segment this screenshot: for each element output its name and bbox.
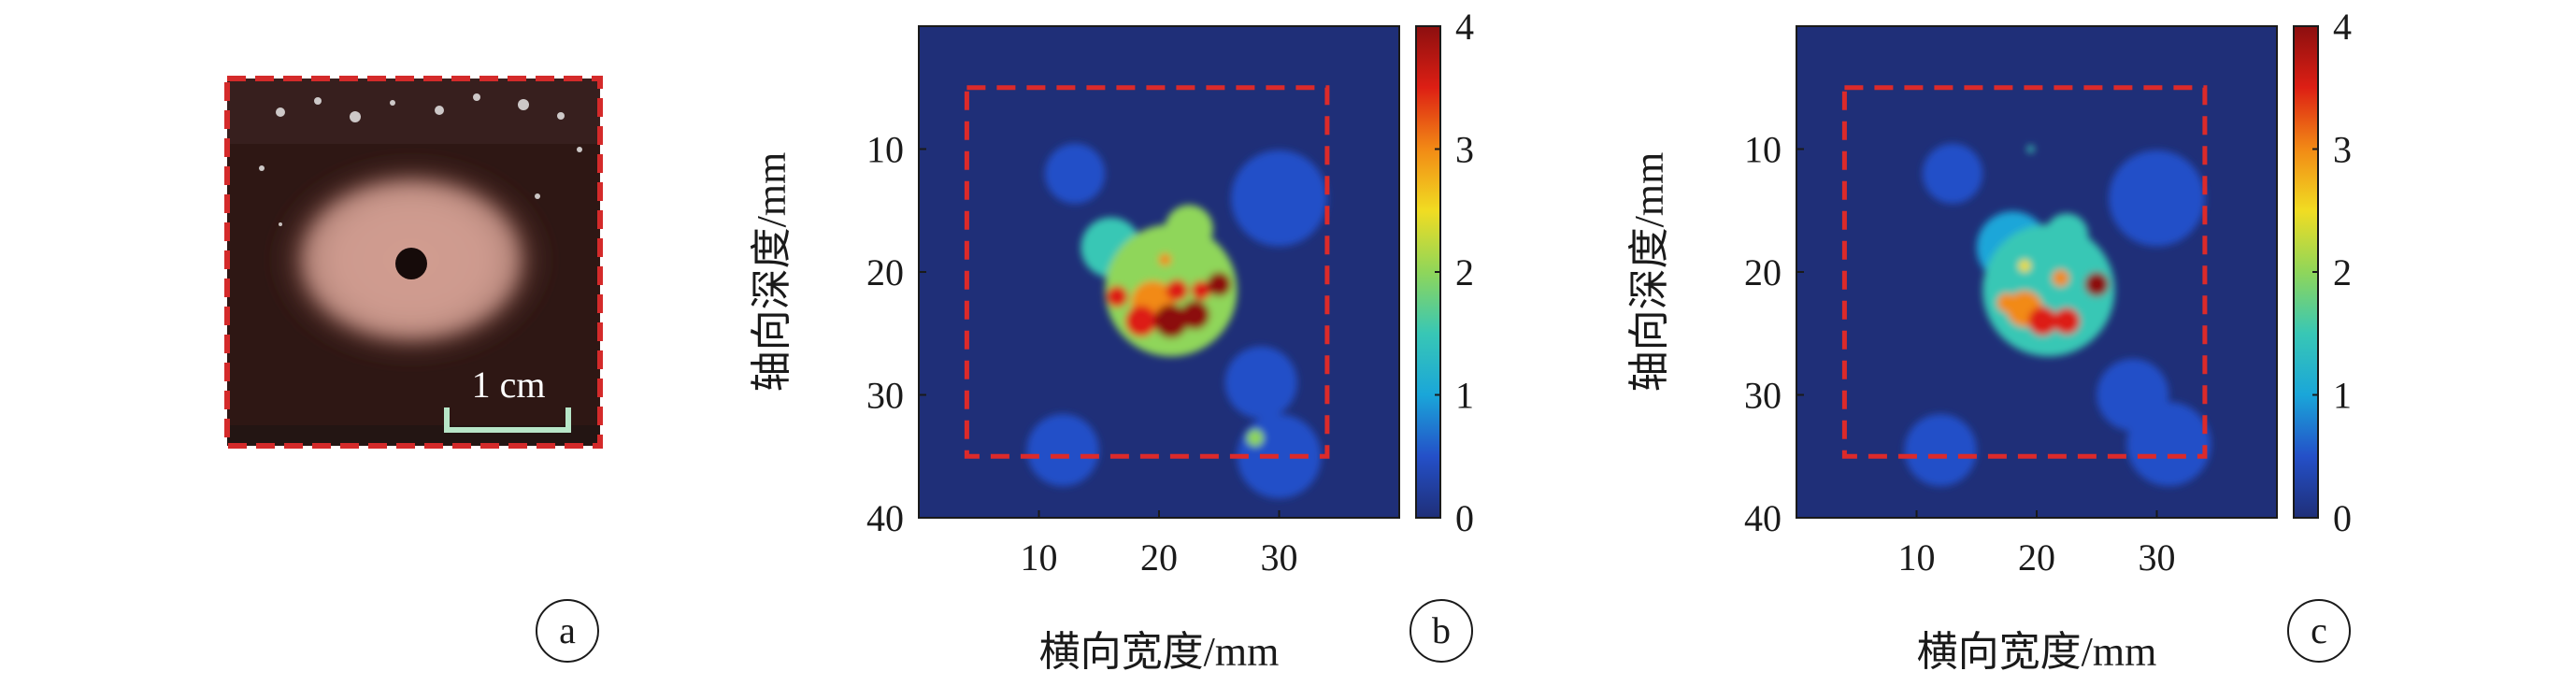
heatmap-c-x-axis-ticks: 10 20 30 xyxy=(1898,510,2176,579)
heatmap-b-hotspot xyxy=(1181,300,1209,330)
heatmap-b-hotspot xyxy=(1207,272,1232,296)
heatmap-b-y-axis-ticks: 10 20 30 40 xyxy=(866,129,926,539)
heatmap-c-y-axis-ticks: 10 20 30 40 xyxy=(1744,129,1804,539)
colorbar-b-tick-label: 4 xyxy=(1455,6,1474,48)
panel-c-badge: c xyxy=(2287,599,2351,663)
heatmap-b-y-tick-label: 30 xyxy=(866,375,904,417)
colorbar-c-tick-label: 3 xyxy=(2333,129,2352,171)
heatmap-b-hotspot xyxy=(1125,305,1157,337)
heatmap-b-hotspot xyxy=(1246,429,1264,447)
heatmap-c-hotspot xyxy=(2053,307,2081,335)
heatmap-c-hotspot xyxy=(2028,307,2057,336)
heatmap-b-hotspots xyxy=(1026,143,1327,499)
heatmap-b-hotspot xyxy=(1106,285,1128,307)
heatmap-b-x-axis-label: 横向宽度/mm xyxy=(1039,629,1280,675)
heatmap-b-y-axis-label: 轴向深度/mm xyxy=(749,152,794,393)
heatmap-b-x-tick-label: 10 xyxy=(1021,536,1058,579)
heatmap-c-plot xyxy=(1796,25,2278,519)
scale-bar: 1 cm xyxy=(444,364,571,433)
colorbar-c-tick-label: 0 xyxy=(2333,497,2352,539)
heatmap-c-x-tick-label: 10 xyxy=(1898,536,1936,579)
heatmap-b-y-tick-label: 20 xyxy=(866,251,904,293)
panel-b-badge-label: b xyxy=(1432,609,1451,651)
heatmap-b-x-axis-ticks: 10 20 30 xyxy=(1021,510,1298,579)
heatmap-b-roi-box xyxy=(964,85,1330,459)
heatmap-c-hotspot xyxy=(2109,150,2205,247)
colorbar-b-tick-label: 1 xyxy=(1455,375,1474,417)
scale-bar-line xyxy=(444,407,571,433)
heatmap-c-y-tick-label: 40 xyxy=(1744,497,1782,539)
colorbar-c-tick-label: 4 xyxy=(2333,6,2352,48)
needle-hole xyxy=(395,248,427,279)
heatmap-b-hotspot xyxy=(1159,253,1171,266)
heatmap-c-x-axis-label: 横向宽度/mm xyxy=(1917,629,2157,675)
heatmap-c-hotspot xyxy=(1922,143,1983,204)
panel-b-badge-circle xyxy=(1410,599,1473,663)
colorbar-c-tick-label: 2 xyxy=(2333,251,2352,293)
heatmap-c-hotspot xyxy=(2018,260,2031,272)
heatmap-b-hotspot xyxy=(1191,280,1211,301)
heatmap-c-hotspot xyxy=(2084,272,2110,296)
colorbar-b-tick-label: 2 xyxy=(1455,251,1474,293)
heatmap-c-hotspot xyxy=(2026,145,2035,153)
heatmap-c-colorbar: 0 1 2 3 4 xyxy=(2293,6,2352,539)
heatmap-c-hotspots xyxy=(1904,143,2211,487)
panel-b-badge: b xyxy=(1410,599,1473,663)
heatmap-c-y-axis-label: 轴向深度/mm xyxy=(1626,152,1672,393)
heatmap-b-colorbar: 0 1 2 3 4 xyxy=(1415,6,1474,539)
colorbar-b-ticks: 0 1 2 3 4 xyxy=(1435,6,1474,539)
heatmap-b-x-tick-label: 30 xyxy=(1261,536,1298,579)
heatmap-b-hotspot xyxy=(1044,143,1106,204)
heatmap-b-hotspot xyxy=(1224,346,1297,419)
heatmap-c-y-tick-label: 10 xyxy=(1744,129,1782,171)
heatmap-c-y-tick-label: 20 xyxy=(1744,251,1782,293)
panel-a-badge-label: a xyxy=(559,609,576,651)
colorbar-c-tick-label: 1 xyxy=(2333,375,2352,417)
heatmap-c-hotspot xyxy=(2097,358,2169,432)
photo-dashed-border xyxy=(224,76,603,449)
panel-a-photo: 1 cm xyxy=(224,76,603,449)
panel-a-badge-circle xyxy=(536,599,599,663)
colorbar-b-tick-label: 3 xyxy=(1455,129,1474,171)
heatmap-c-roi-box xyxy=(1841,85,2208,459)
heatmap-b-hotspot xyxy=(1231,150,1327,247)
heatmap-b-hotspot xyxy=(1153,304,1188,338)
colorbar-c-ticks: 0 1 2 3 4 xyxy=(2312,6,2352,539)
heatmap-c-hotspot xyxy=(1904,414,1977,487)
heatmap-b-x-tick-label: 20 xyxy=(1140,536,1178,579)
heatmap-b-y-tick-label: 10 xyxy=(866,129,904,171)
heatmap-b-plot xyxy=(918,25,1400,519)
heatmap-c-hotspot xyxy=(1996,293,2017,313)
panel-c-badge-label: c xyxy=(2311,609,2327,651)
photo-specks xyxy=(259,93,582,226)
heatmap-c-hotspot xyxy=(2044,213,2089,257)
panel-c-badge-circle xyxy=(2287,599,2351,663)
panel-b: 10 20 30 10 20 30 40 横向宽度/mm 轴向深度/mm 0 1 2 3 4 b xyxy=(749,6,1474,675)
panel-a-badge: a xyxy=(536,599,599,663)
heatmap-b-hotspot xyxy=(1166,279,1188,302)
heatmap-c-hotspot xyxy=(2052,269,2069,287)
heatmap-b-hotspot xyxy=(1026,414,1099,487)
heatmap-c-x-tick-label: 20 xyxy=(2018,536,2055,579)
scale-bar-label: 1 cm xyxy=(472,364,546,406)
panel-c: 10 20 30 10 20 30 40 横向宽度/mm 轴向深度/mm 0 1 2 3 4 c xyxy=(1626,6,2352,675)
colorbar-b-tick-label: 0 xyxy=(1455,497,1474,539)
heatmap-b-hotspot xyxy=(1237,414,1322,499)
heatmap-c-x-tick-label: 30 xyxy=(2139,536,2176,579)
heatmap-c-y-tick-label: 30 xyxy=(1744,375,1782,417)
heatmap-b-y-tick-label: 40 xyxy=(866,497,904,539)
